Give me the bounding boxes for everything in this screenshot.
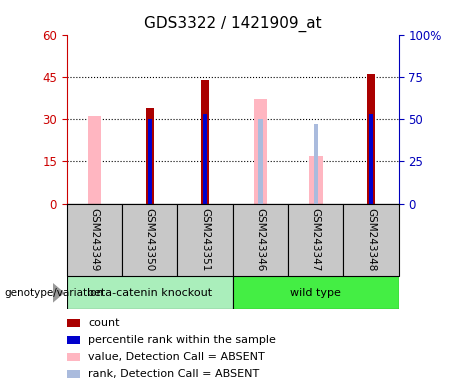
Text: GSM243349: GSM243349 [89,208,100,272]
Text: rank, Detection Call = ABSENT: rank, Detection Call = ABSENT [88,369,260,379]
Text: wild type: wild type [290,288,341,298]
Text: GSM243348: GSM243348 [366,208,376,272]
Text: percentile rank within the sample: percentile rank within the sample [88,335,276,345]
Bar [309,156,323,204]
Bar [67,370,80,377]
Bar [254,99,267,204]
Bar [258,119,263,204]
Bar [67,204,122,276]
Text: GSM243347: GSM243347 [311,208,321,272]
Bar [148,119,152,204]
Bar [122,204,177,276]
Bar [343,204,399,276]
Title: GDS3322 / 1421909_at: GDS3322 / 1421909_at [144,16,322,32]
Text: value, Detection Call = ABSENT: value, Detection Call = ABSENT [88,352,265,362]
Bar [369,114,373,204]
Text: beta-catenin knockout: beta-catenin knockout [87,288,213,298]
Text: genotype/variation: genotype/variation [5,288,104,298]
Text: GSM243350: GSM243350 [145,209,155,271]
Text: GSM243351: GSM243351 [200,208,210,272]
Bar [146,108,154,204]
Polygon shape [53,283,65,303]
Bar [88,116,101,204]
Text: GSM243346: GSM243346 [255,208,266,272]
Bar [288,204,343,276]
Bar [367,74,375,204]
Bar [313,124,318,204]
Bar [67,319,80,327]
Bar [67,336,80,344]
Bar [233,204,288,276]
Bar [177,204,233,276]
Bar [201,79,209,204]
Text: count: count [88,318,120,328]
Bar [233,276,399,309]
Bar [67,276,233,309]
Bar [67,353,80,361]
Bar [203,114,207,204]
